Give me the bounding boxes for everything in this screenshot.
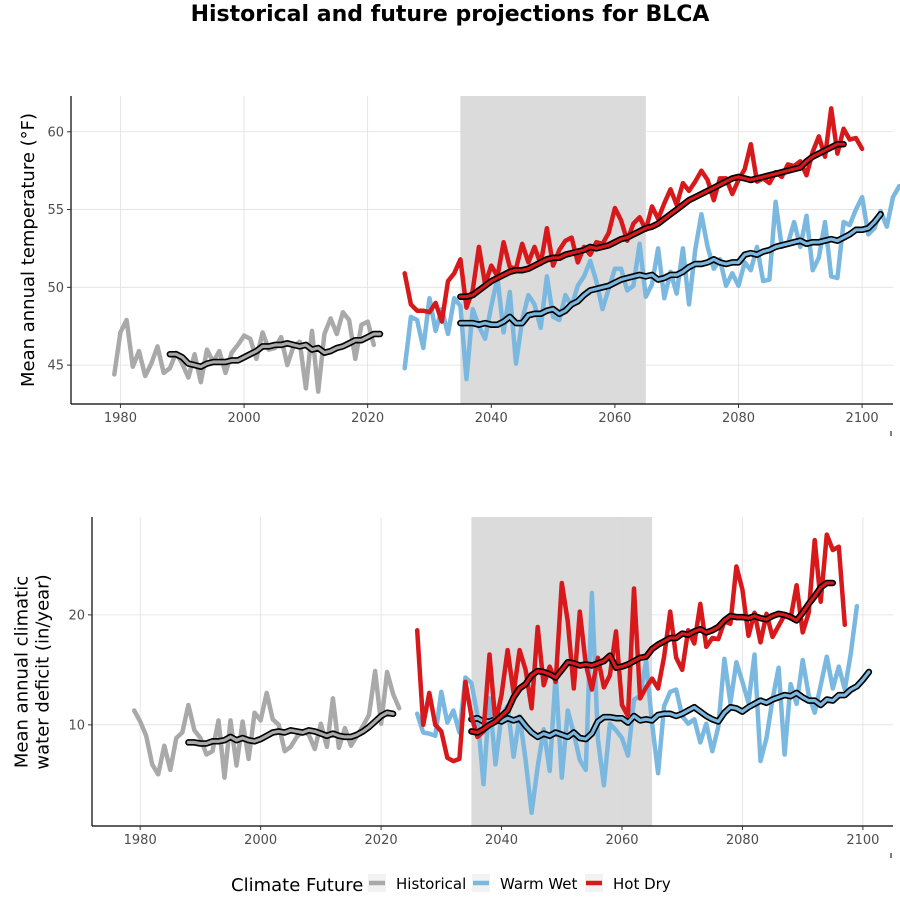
y-axis-label: Mean annual climatic <box>12 576 33 768</box>
y-tick-label: 45 <box>47 359 64 374</box>
legend-title: Climate Future <box>231 875 363 896</box>
warm-wet-annual-line <box>414 590 860 816</box>
warm-wet-annual-line <box>402 183 900 382</box>
x-tick-label: 2080 <box>722 411 755 426</box>
y-tick-label: 55 <box>47 203 64 218</box>
chart-title: Historical and future projections for BL… <box>191 2 710 27</box>
hot-dry-smoothed-line <box>469 581 835 735</box>
warm-wet-smoothed-line <box>458 212 883 327</box>
historical-smoothed-line <box>186 711 395 746</box>
y-tick-label: 10 <box>68 718 85 733</box>
y-tick-label: 60 <box>47 125 64 140</box>
projection-period-band <box>460 96 646 404</box>
x-tick-label: 2020 <box>351 411 384 426</box>
x-tick-label: 1980 <box>104 411 137 426</box>
x-tick-label: 2040 <box>485 833 518 848</box>
x-tick-label: 2000 <box>228 411 261 426</box>
x-tick-label: 2080 <box>726 833 759 848</box>
legend-label-hot-dry: Hot Dry <box>613 875 671 893</box>
temperature-panel: 1980 2000 2020 2040 2060 2080 2100 45 50 55 60 Mean… <box>18 96 900 436</box>
x-tick-label: 2100 <box>846 833 879 848</box>
historical-annual-line <box>112 309 377 394</box>
water-deficit-panel: 1980 2000 2020 2040 2060 2080 2100 10 20 Mean ann… <box>12 517 893 858</box>
y-axis-label: water deficit (in/year) <box>33 574 54 769</box>
y-tick-label: 20 <box>68 608 85 623</box>
x-tick-label: 1980 <box>124 833 157 848</box>
historical-annual-line <box>131 668 402 780</box>
x-tick-label: 2060 <box>605 833 638 848</box>
warm-wet-smoothed-line <box>469 670 871 741</box>
historical-smoothed-line-outline <box>166 330 384 370</box>
legend: Climate Future Historical Warm Wet Hot Dry <box>231 874 671 896</box>
x-tick-label: 2040 <box>475 411 508 426</box>
x-tick-label: 2000 <box>244 833 277 848</box>
legend-label-warm-wet: Warm Wet <box>500 875 578 893</box>
y-axis-label: Mean annual temperature (°F) <box>18 113 39 387</box>
x-tick-label: 2060 <box>598 411 631 426</box>
y-tick-label: 50 <box>47 281 64 296</box>
hot-dry-smoothed-line <box>458 142 846 299</box>
x-tick-label: 2020 <box>365 833 398 848</box>
historical-smoothed-line <box>168 332 382 369</box>
hot-dry-annual-line <box>414 532 848 764</box>
x-tick-label: 2100 <box>846 411 879 426</box>
legend-label-historical: Historical <box>396 875 466 893</box>
